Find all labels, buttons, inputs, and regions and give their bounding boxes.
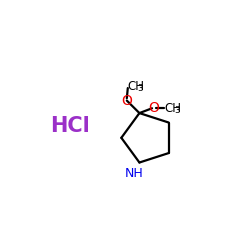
Text: HCl: HCl (50, 116, 90, 136)
Text: 3: 3 (174, 106, 180, 115)
Text: 3: 3 (137, 84, 143, 93)
Text: O: O (148, 101, 160, 115)
Text: O: O (122, 94, 132, 108)
Text: CH: CH (128, 80, 145, 93)
Text: CH: CH (164, 102, 182, 115)
Text: NH: NH (125, 167, 144, 180)
